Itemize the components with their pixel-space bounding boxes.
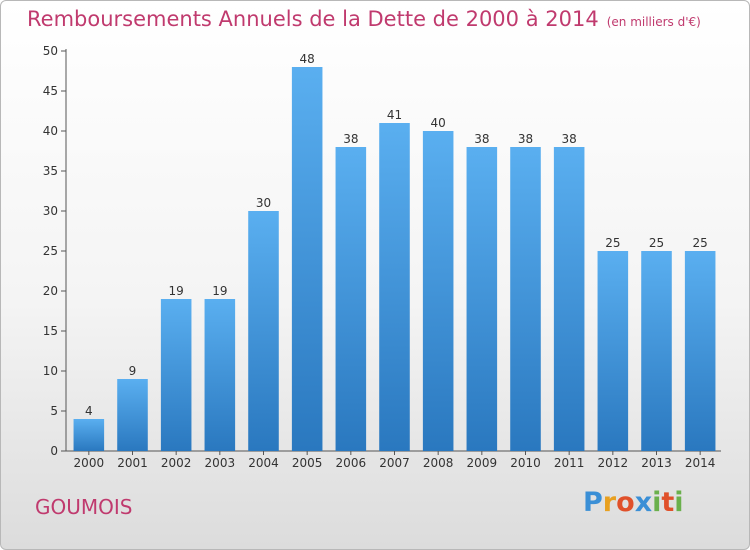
bar-2003: [204, 299, 236, 451]
labels: 2000 4 2001 9 2002 19 2003 19 2004 30 2005 48 2006 38…: [74, 52, 716, 470]
x-tick-label: 2013: [641, 456, 672, 470]
data-label: 40: [431, 116, 446, 130]
x-tick-label: 2001: [117, 456, 148, 470]
bar-2012: [597, 251, 629, 451]
y-tick-label: 25: [43, 244, 58, 258]
x-tick-label: 2003: [205, 456, 236, 470]
data-label: 41: [387, 108, 402, 122]
y-tick-label: 10: [43, 364, 58, 378]
x-tick-label: 2007: [379, 456, 410, 470]
logo-letter: i: [652, 487, 662, 518]
bar-2011: [553, 147, 585, 451]
bar-2002: [160, 299, 192, 451]
bar-2001: [117, 379, 148, 451]
x-tick-label: 2006: [336, 456, 367, 470]
chart-subtitle: (en milliers d'€): [606, 15, 701, 29]
bars: [73, 67, 716, 451]
y-tick-label: 15: [43, 324, 58, 338]
logo-letter: o: [616, 487, 635, 518]
bar-2005: [291, 67, 323, 451]
data-label: 25: [649, 236, 664, 250]
data-label: 38: [474, 132, 489, 146]
x-tick-label: 2002: [161, 456, 192, 470]
data-label: 48: [300, 52, 315, 66]
bar-2010: [510, 147, 541, 451]
bar-2006: [335, 147, 367, 451]
logo-letter: r: [602, 487, 617, 518]
data-label: 25: [693, 236, 708, 250]
y-tick-label: 30: [43, 204, 58, 218]
title-row: Remboursements Annuels de la Dette de 20…: [27, 7, 701, 31]
axes: 0 5 10 15 20 25 30 35 40 45 50: [43, 44, 721, 458]
proxiti-logo: Proxiti: [583, 487, 684, 518]
chart-title: Remboursements Annuels de la Dette de 20…: [27, 7, 599, 31]
bar-2004: [248, 211, 279, 451]
logo-letter: x: [634, 487, 653, 518]
bar-2000: [73, 419, 105, 451]
y-tick-label: 40: [43, 124, 58, 138]
y-tick-label: 35: [43, 164, 58, 178]
x-tick-label: 2011: [554, 456, 585, 470]
y-tick-label: 20: [43, 284, 58, 298]
data-label: 38: [343, 132, 358, 146]
x-tick-label: 2008: [423, 456, 454, 470]
data-label: 19: [212, 284, 227, 298]
data-label: 4: [85, 404, 93, 418]
y-tick-label: 5: [50, 404, 58, 418]
data-label: 38: [518, 132, 533, 146]
bar-2007: [379, 123, 410, 451]
x-tick-label: 2005: [292, 456, 323, 470]
data-label: 19: [169, 284, 184, 298]
y-tick-label: 45: [43, 84, 58, 98]
x-tick-label: 2014: [685, 456, 716, 470]
logo-letter: t: [661, 487, 675, 518]
data-label: 38: [562, 132, 577, 146]
logo-letter: P: [583, 487, 603, 518]
commune-name: GOUMOIS: [35, 495, 133, 519]
x-tick-label: 2010: [510, 456, 541, 470]
data-label: 9: [129, 364, 137, 378]
x-tick-label: 2012: [598, 456, 629, 470]
x-tick-label: 2004: [248, 456, 279, 470]
data-label: 30: [256, 196, 271, 210]
bar-2008: [422, 131, 454, 451]
bar-2009: [466, 147, 498, 451]
y-tick-label: 0: [50, 444, 58, 458]
data-label: 25: [605, 236, 620, 250]
x-tick-label: 2009: [467, 456, 498, 470]
logo-letter: i: [674, 487, 684, 518]
bar-2014: [684, 251, 716, 451]
y-tick-label: 50: [43, 44, 58, 58]
bar-2013: [641, 251, 672, 451]
x-tick-label: 2000: [74, 456, 105, 470]
